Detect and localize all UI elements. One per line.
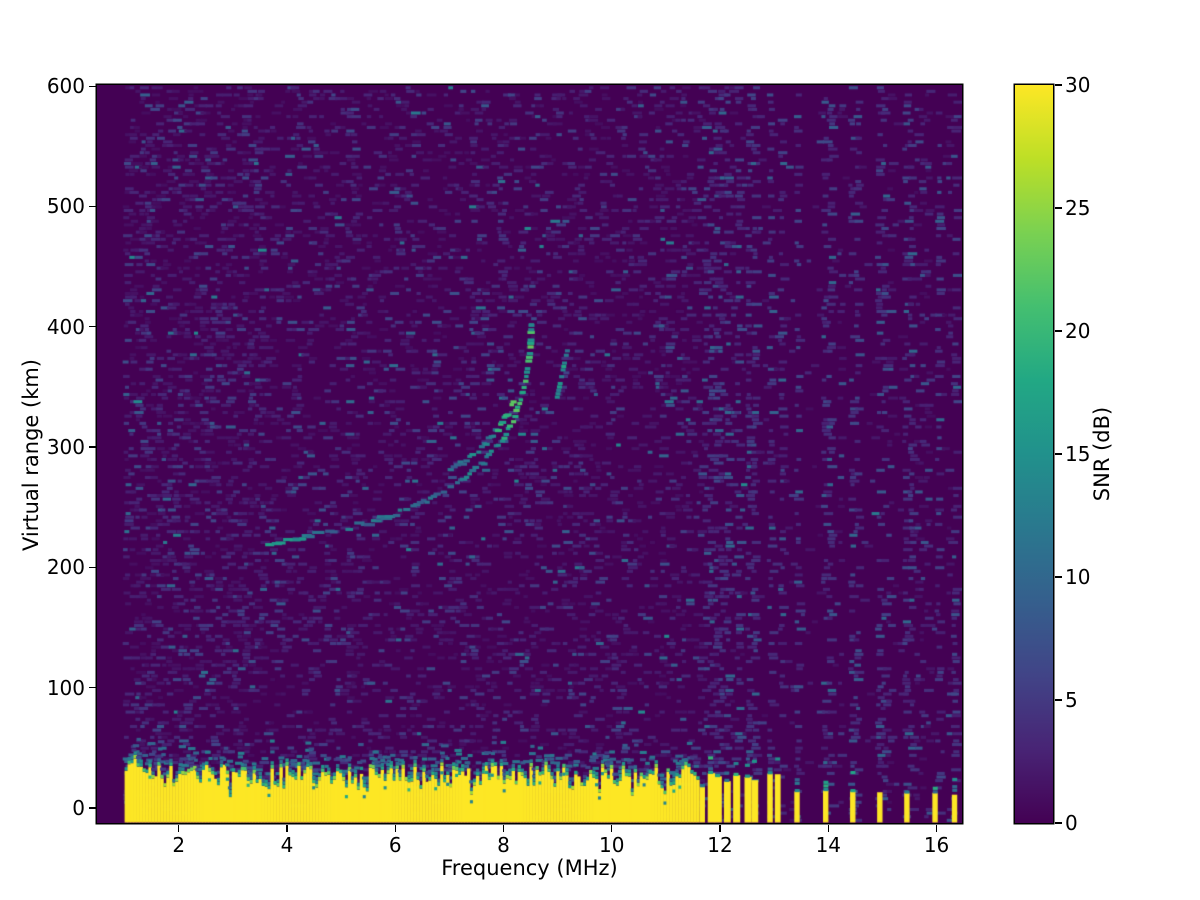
x-tick-label: 12 (707, 833, 733, 857)
y-tick-mark (88, 326, 96, 328)
y-tick-mark (88, 566, 96, 569)
x-tick-label: 14 (815, 833, 842, 857)
colorbar-tick-mark (1054, 699, 1062, 701)
colorbar (1015, 85, 1053, 823)
colorbar-tick-label: 10 (1065, 565, 1091, 589)
colorbar-tick-label: 5 (1065, 688, 1078, 712)
y-tick-mark (88, 446, 96, 448)
colorbar-tick-mark (1054, 576, 1062, 578)
x-tick-label: 8 (497, 833, 510, 857)
x-tick-label: 2 (172, 833, 186, 857)
colorbar-tick-label: 20 (1065, 319, 1091, 343)
x-tick-label: 6 (388, 833, 402, 857)
colorbar-tick-mark (1054, 822, 1062, 824)
x-tick-label: 4 (280, 833, 294, 857)
y-tick-label: 500 (46, 194, 85, 219)
y-tick-mark (88, 807, 96, 809)
y-tick-mark (88, 85, 96, 87)
x-tick-mark (502, 824, 505, 832)
colorbar-tick-mark (1054, 84, 1062, 86)
colorbar-tick-label: 25 (1065, 196, 1091, 220)
y-tick-mark (88, 686, 96, 689)
colorbar-tick-label: 30 (1065, 73, 1091, 97)
y-tick-label: 100 (46, 675, 85, 700)
x-tick-mark (719, 824, 721, 832)
y-tick-label: 400 (46, 314, 85, 339)
x-tick-mark (394, 824, 396, 832)
heatmap-canvas (97, 85, 962, 823)
y-tick-label: 200 (46, 555, 85, 580)
colorbar-tick-mark (1054, 330, 1062, 332)
x-axis-label: Frequency (MHz) (441, 856, 618, 880)
x-tick-mark (827, 824, 829, 832)
x-tick-label: 16 (923, 833, 950, 857)
x-tick-mark (286, 824, 288, 832)
y-tick-label: 0 (72, 795, 85, 820)
x-tick-label: 10 (599, 833, 625, 857)
colorbar-tick-label: 15 (1065, 442, 1091, 466)
colorbar-tick-mark (1054, 453, 1062, 455)
x-tick-mark (935, 824, 938, 832)
y-tick-label: 600 (46, 74, 85, 99)
y-tick-mark (88, 205, 96, 208)
colorbar-tick-mark (1054, 207, 1062, 209)
y-tick-label: 300 (46, 435, 85, 460)
x-tick-mark (611, 824, 613, 832)
x-tick-mark (178, 824, 180, 832)
colorbar-tick-label: 0 (1065, 811, 1078, 835)
plot-area (97, 85, 962, 823)
